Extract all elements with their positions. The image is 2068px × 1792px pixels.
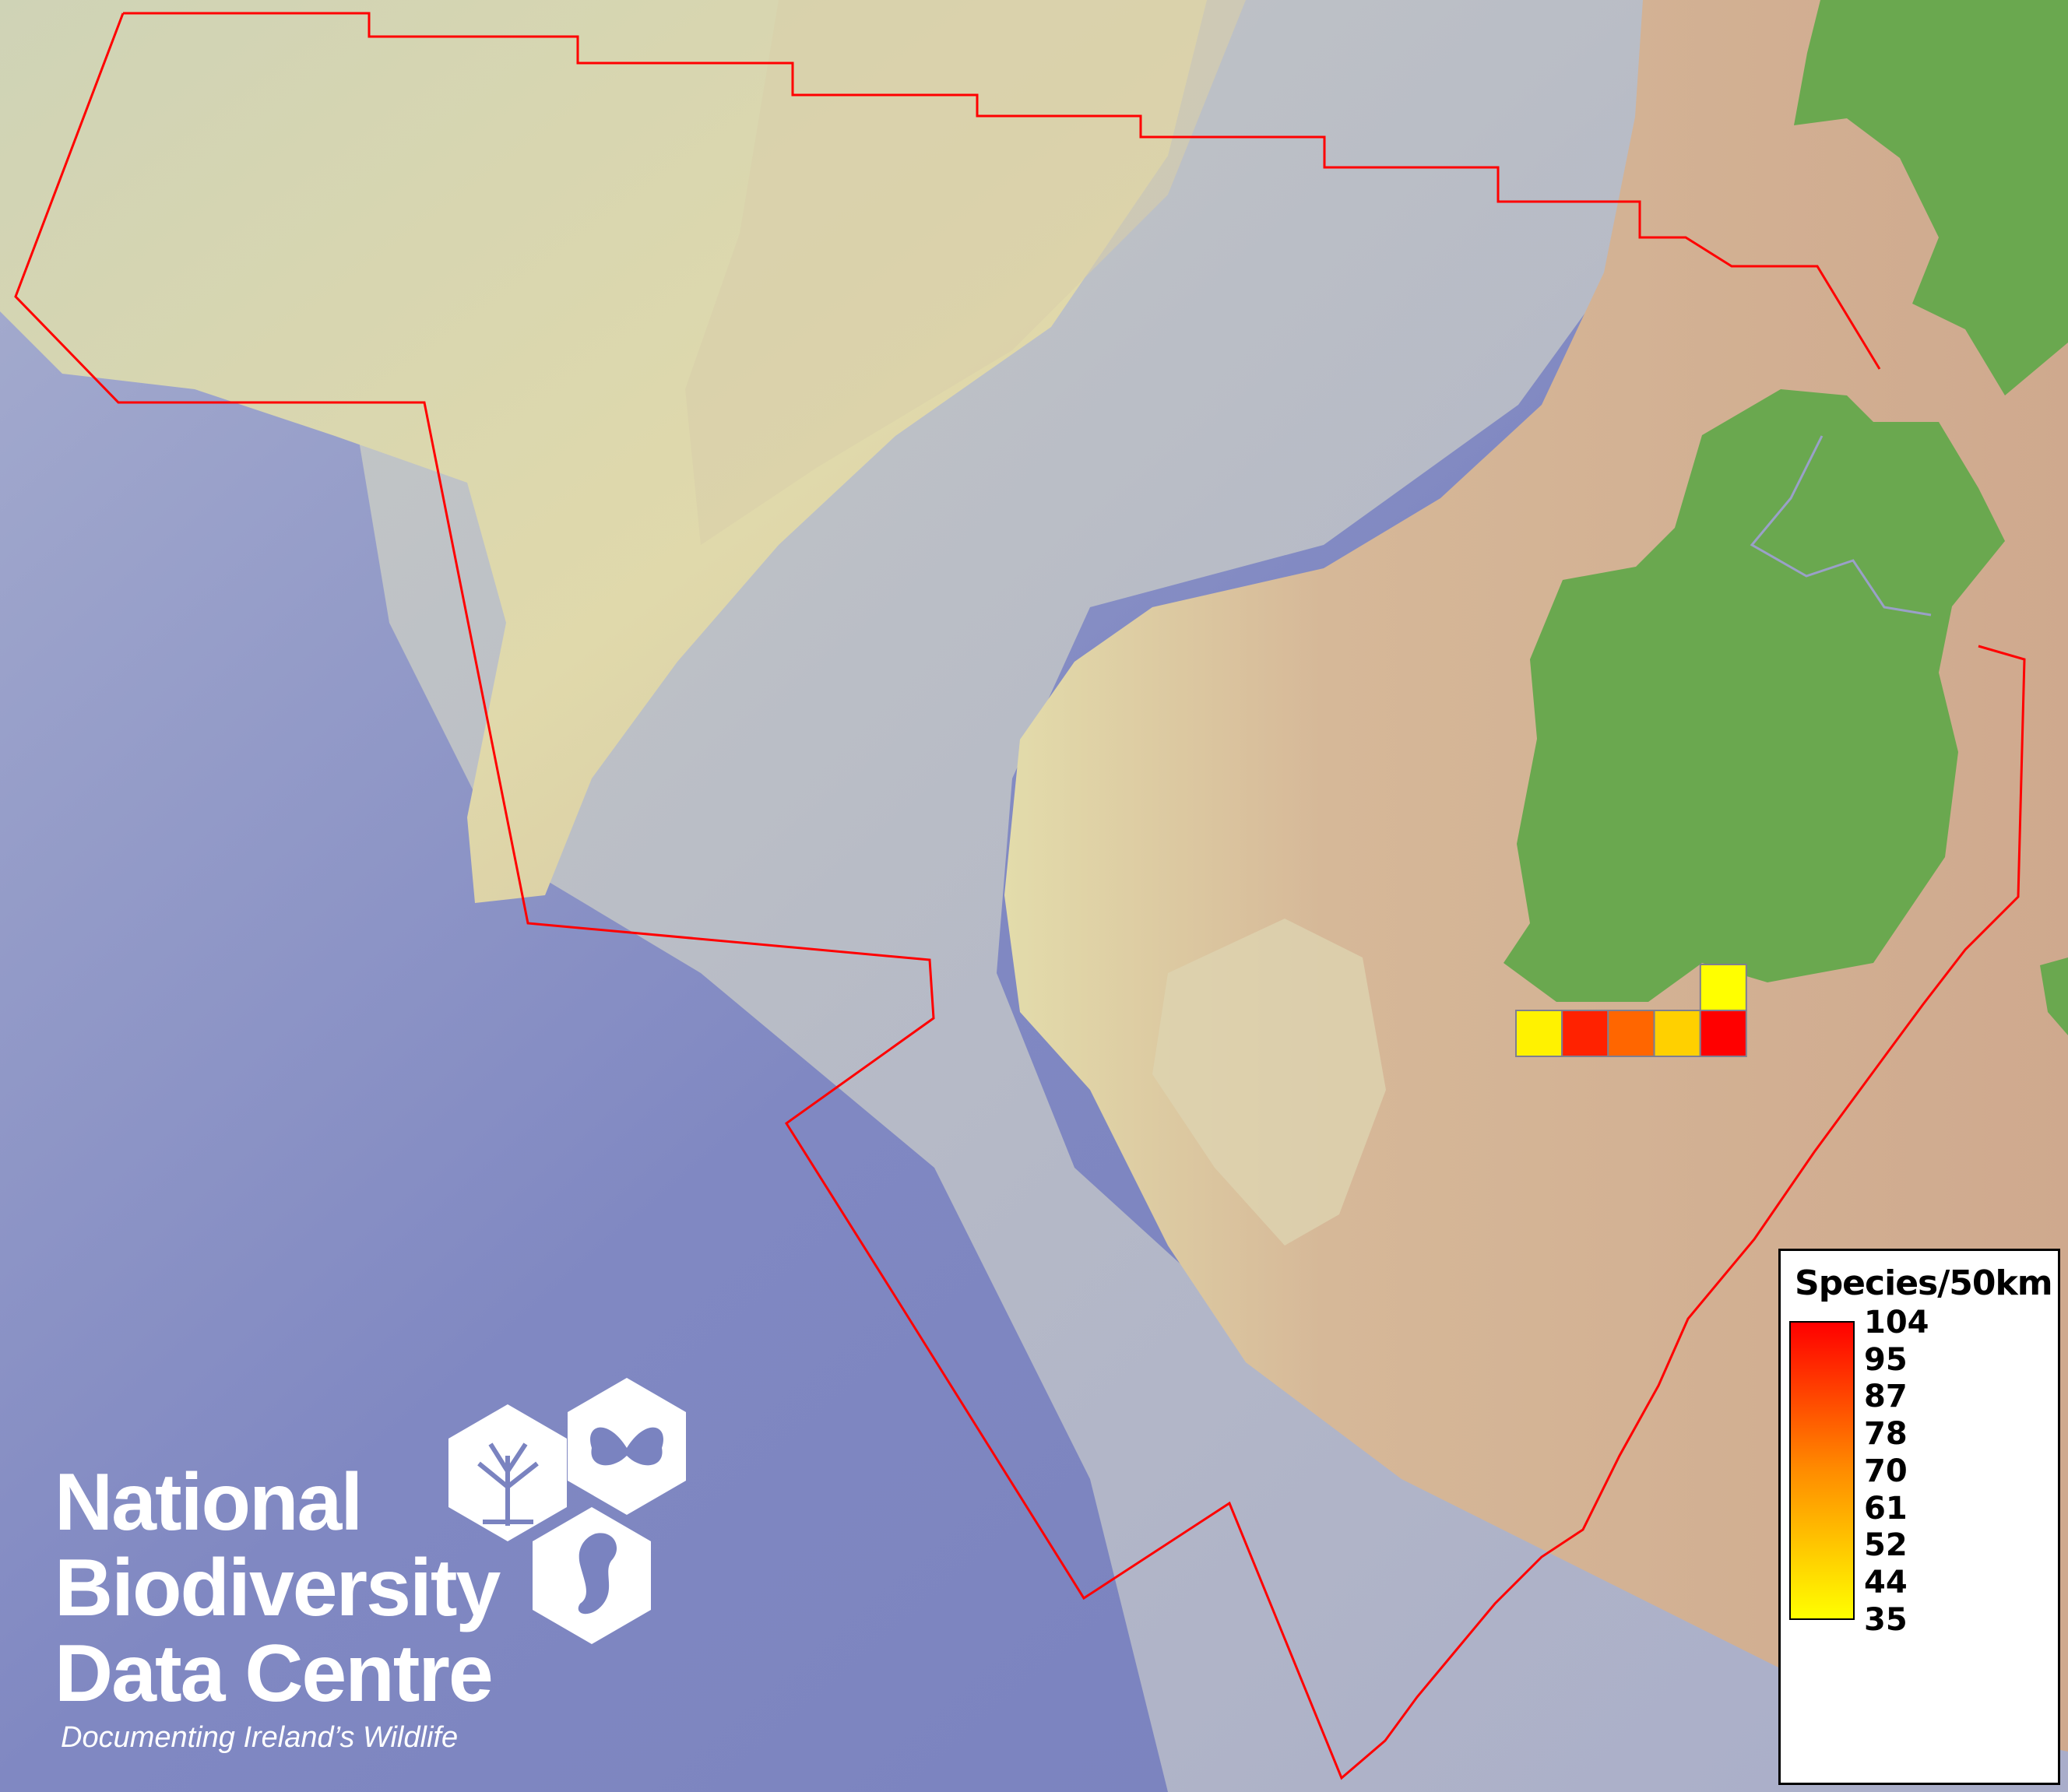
- legend-label: 35: [1864, 1601, 1908, 1638]
- butterfly-icon: [590, 1427, 663, 1466]
- legend-label: 70: [1864, 1453, 1908, 1489]
- legend-label: 78: [1864, 1416, 1908, 1453]
- grid-cell[interactable]: [1653, 1010, 1701, 1057]
- butterfly-hexagon-icon: [568, 1378, 686, 1515]
- logo-hexagons: [448, 1378, 686, 1644]
- land-scotland: [1794, 0, 2068, 395]
- logo-line-data-centre: Data Centre: [55, 1629, 494, 1719]
- species-grid: [1515, 964, 1747, 1057]
- grid-cell[interactable]: [1607, 1010, 1655, 1057]
- grid-cell[interactable]: [1561, 1010, 1609, 1057]
- legend-label: 87: [1864, 1379, 1908, 1415]
- logo-tagline: Documenting Ireland’s Wildlife: [61, 1721, 459, 1754]
- legend-label: 44: [1864, 1564, 1908, 1601]
- tree-icon: [477, 1442, 539, 1526]
- grid-cell[interactable]: [1699, 1010, 1747, 1057]
- land-wales: [2040, 957, 2068, 1035]
- grid-cell[interactable]: [1699, 964, 1747, 1011]
- eez-boundary-west: [14, 12, 2026, 1780]
- map-legend: Species/50km 104 95 87 78 70 61 52 44 35: [1778, 1249, 2060, 1785]
- logo-line-national: National: [55, 1457, 363, 1548]
- grid-cell[interactable]: [1515, 1010, 1563, 1057]
- porcupine-seabight: [1152, 919, 1386, 1246]
- eez-boundary-north: [123, 12, 1881, 370]
- legend-label: 104: [1864, 1305, 1929, 1340]
- legend-title: Species/50km: [1795, 1263, 2053, 1303]
- logo-line-biodiversity: Biodiversity: [55, 1543, 501, 1633]
- legend-label: 61: [1864, 1490, 1908, 1527]
- legend-color-ramp: [1789, 1321, 1855, 1620]
- porcupine-bank: [685, 0, 1246, 545]
- legend-label: 95: [1864, 1341, 1908, 1378]
- land-ireland: [1504, 389, 2005, 1002]
- seahorse-icon: [578, 1533, 617, 1615]
- legend-label: 52: [1864, 1527, 1908, 1564]
- land-ni-border: [1750, 435, 1932, 617]
